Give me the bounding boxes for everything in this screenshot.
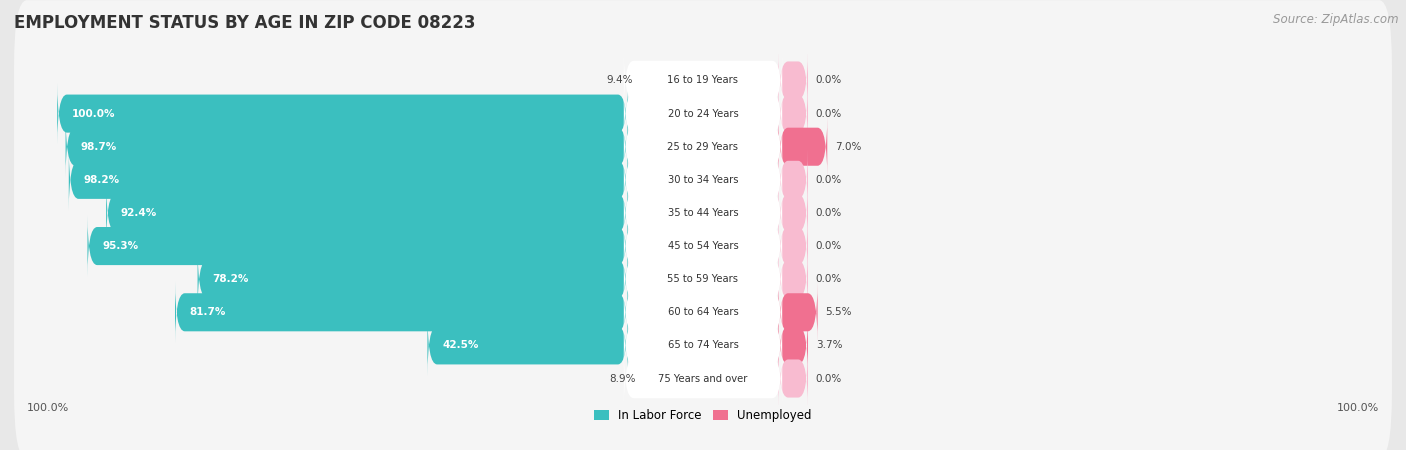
Text: 0.0%: 0.0% [815,108,842,119]
FancyBboxPatch shape [14,133,1392,293]
Text: 0.0%: 0.0% [815,241,842,251]
Text: 0.0%: 0.0% [815,374,842,383]
FancyBboxPatch shape [624,150,782,210]
FancyBboxPatch shape [779,182,808,243]
FancyBboxPatch shape [14,0,1392,161]
Text: 60 to 64 Years: 60 to 64 Years [668,307,738,317]
FancyBboxPatch shape [14,199,1392,360]
FancyBboxPatch shape [69,149,627,211]
FancyBboxPatch shape [624,216,782,276]
FancyBboxPatch shape [779,282,818,343]
Text: 20 to 24 Years: 20 to 24 Years [668,108,738,119]
FancyBboxPatch shape [198,248,627,310]
Text: 35 to 44 Years: 35 to 44 Years [668,208,738,218]
Text: 75 Years and over: 75 Years and over [658,374,748,383]
FancyBboxPatch shape [624,315,782,375]
FancyBboxPatch shape [624,349,782,409]
Text: 100.0%: 100.0% [27,403,69,414]
FancyBboxPatch shape [624,50,782,110]
FancyBboxPatch shape [624,117,782,177]
FancyBboxPatch shape [14,99,1392,260]
Text: 100.0%: 100.0% [72,108,115,119]
FancyBboxPatch shape [624,183,782,243]
FancyBboxPatch shape [174,282,627,343]
Text: 9.4%: 9.4% [606,76,633,86]
Text: 45 to 54 Years: 45 to 54 Years [668,241,738,251]
Text: 0.0%: 0.0% [815,175,842,185]
Text: 100.0%: 100.0% [1337,403,1379,414]
FancyBboxPatch shape [779,348,808,409]
Text: 0.0%: 0.0% [815,76,842,86]
FancyBboxPatch shape [427,315,627,376]
Text: 7.0%: 7.0% [835,142,862,152]
Text: 98.7%: 98.7% [80,142,117,152]
FancyBboxPatch shape [779,315,808,376]
Text: 81.7%: 81.7% [190,307,226,317]
FancyBboxPatch shape [58,83,627,144]
FancyBboxPatch shape [14,67,1392,227]
Text: 16 to 19 Years: 16 to 19 Years [668,76,738,86]
Text: 0.0%: 0.0% [815,274,842,284]
Text: 3.7%: 3.7% [815,340,842,351]
FancyBboxPatch shape [105,182,627,243]
FancyBboxPatch shape [14,232,1392,392]
Text: 98.2%: 98.2% [83,175,120,185]
Text: 8.9%: 8.9% [610,374,636,383]
Text: 92.4%: 92.4% [121,208,157,218]
Text: 30 to 34 Years: 30 to 34 Years [668,175,738,185]
Text: 5.5%: 5.5% [825,307,852,317]
FancyBboxPatch shape [779,83,808,144]
FancyBboxPatch shape [779,50,808,111]
Text: 95.3%: 95.3% [103,241,138,251]
Text: 65 to 74 Years: 65 to 74 Years [668,340,738,351]
FancyBboxPatch shape [779,149,808,211]
FancyBboxPatch shape [624,84,782,144]
FancyBboxPatch shape [779,116,827,177]
FancyBboxPatch shape [624,282,782,342]
Text: 42.5%: 42.5% [443,340,478,351]
FancyBboxPatch shape [14,298,1392,450]
FancyBboxPatch shape [87,216,627,277]
Text: EMPLOYMENT STATUS BY AGE IN ZIP CODE 08223: EMPLOYMENT STATUS BY AGE IN ZIP CODE 082… [14,14,475,32]
FancyBboxPatch shape [66,116,627,177]
FancyBboxPatch shape [779,248,808,310]
Text: 25 to 29 Years: 25 to 29 Years [668,142,738,152]
Legend: In Labor Force, Unemployed: In Labor Force, Unemployed [589,405,817,427]
Text: Source: ZipAtlas.com: Source: ZipAtlas.com [1274,14,1399,27]
Text: 0.0%: 0.0% [815,208,842,218]
FancyBboxPatch shape [779,216,808,277]
FancyBboxPatch shape [14,166,1392,326]
FancyBboxPatch shape [624,249,782,309]
Text: 55 to 59 Years: 55 to 59 Years [668,274,738,284]
Text: 78.2%: 78.2% [212,274,249,284]
FancyBboxPatch shape [14,265,1392,426]
FancyBboxPatch shape [14,33,1392,194]
